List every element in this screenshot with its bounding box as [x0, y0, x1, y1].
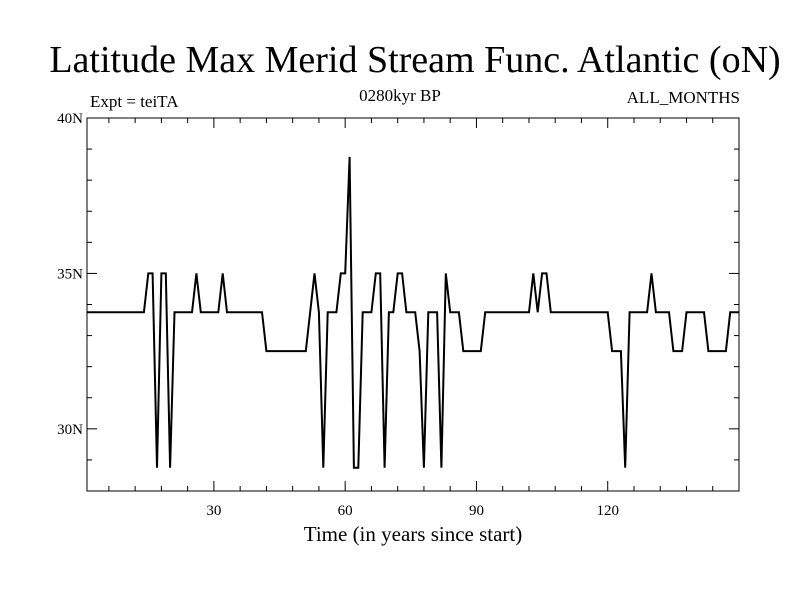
- axis-ticks: [87, 117, 739, 492]
- y-tick-label: 30N: [57, 422, 83, 438]
- y-tick-label: 40N: [57, 111, 83, 127]
- plot-frame: [86, 117, 740, 492]
- x-axis-label: Time (in years since start): [303, 522, 523, 546]
- tick-labels: 30 60 90 120 30N 35N 40N: [57, 111, 619, 519]
- series-line: [87, 156, 739, 469]
- x-tick-label: 90: [469, 503, 484, 519]
- months-label: ALL_MONTHS: [626, 88, 740, 107]
- y-tick-label: 35N: [57, 266, 83, 282]
- period-label: 0280kyr BP: [359, 86, 441, 105]
- series-group: [87, 156, 739, 469]
- chart-title: Latitude Max Merid Stream Func. Atlantic…: [49, 39, 781, 81]
- experiment-label: Expt = teiTA: [90, 92, 179, 111]
- x-tick-label: 30: [206, 503, 221, 519]
- x-tick-label: 60: [338, 503, 353, 519]
- x-tick-label: 120: [596, 503, 619, 519]
